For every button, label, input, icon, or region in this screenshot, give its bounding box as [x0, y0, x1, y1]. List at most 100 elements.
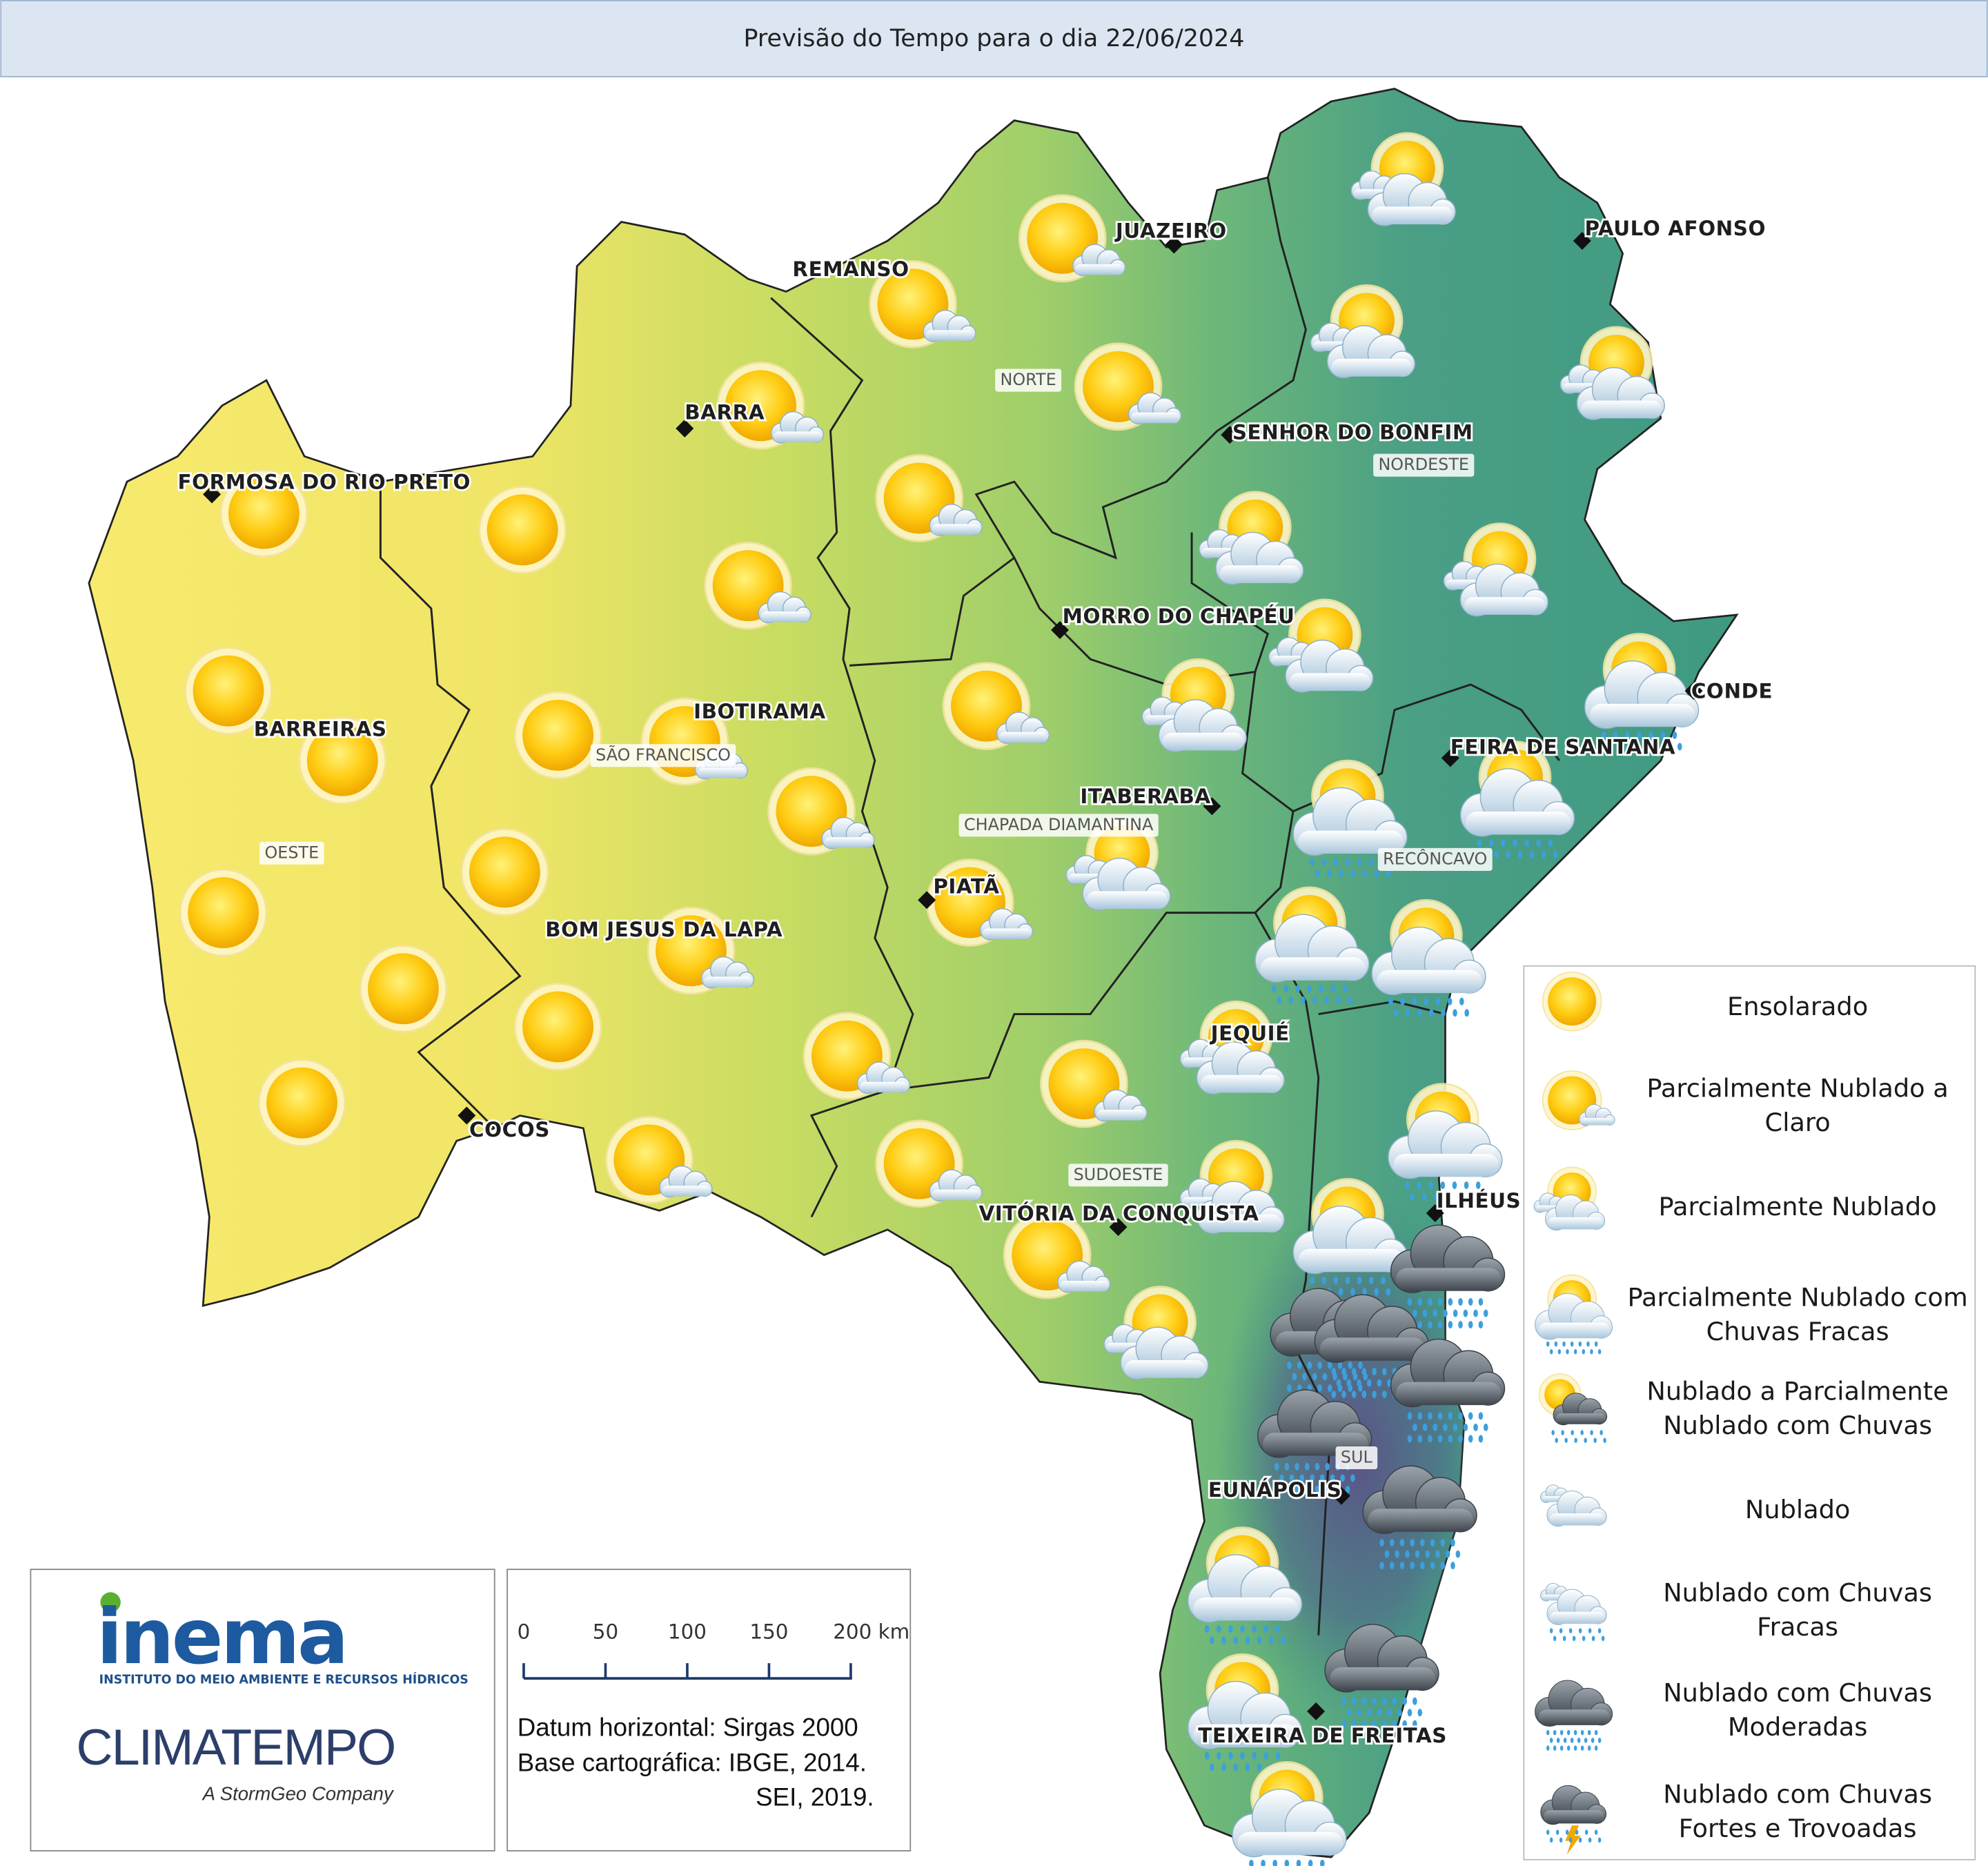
cloud	[1120, 1326, 1209, 1380]
weather-icon	[1540, 1785, 1607, 1855]
scale-label: 0	[518, 1620, 531, 1644]
rain-drop	[1424, 997, 1429, 1005]
rain-drop	[1588, 1628, 1592, 1633]
legend-label: Parcialmente Nublado	[1659, 1192, 1937, 1221]
rain-drop	[1417, 1435, 1423, 1443]
rain-drop	[1597, 1628, 1602, 1633]
weather-icon	[1003, 1210, 1111, 1299]
region-box	[259, 841, 324, 865]
cities: FORMOSA DO RIO PRETO BARRA REMANSO JUAZEIRO…	[176, 215, 1775, 1749]
cloud	[1371, 926, 1486, 996]
rain-drop	[1448, 1321, 1453, 1329]
rain-drop	[1257, 1763, 1262, 1771]
rain-drop	[1448, 1412, 1453, 1420]
rain-drop	[1574, 1437, 1577, 1443]
scale-label: 100	[668, 1620, 707, 1644]
weather-icon	[1324, 1624, 1439, 1728]
rain-drop	[1430, 1562, 1435, 1570]
region-label: OESTE	[264, 843, 319, 862]
sun	[306, 725, 378, 796]
city-label: COCOS	[469, 1118, 550, 1141]
climatempo-subtitle: A StormGeo Company	[201, 1782, 395, 1804]
rain-drop	[1228, 1751, 1233, 1760]
rain-drop	[1333, 858, 1339, 866]
rain-drop	[1372, 1391, 1377, 1399]
weather-icon	[1188, 1653, 1303, 1771]
rain-drop	[1341, 1391, 1346, 1399]
rain-drop	[1421, 1192, 1427, 1201]
rain-drop	[1580, 1745, 1584, 1751]
rain-drop	[1417, 1412, 1423, 1420]
legend-label: Moderadas	[1728, 1712, 1868, 1742]
rain-drop	[1440, 1181, 1446, 1190]
city-label: JEQUIÉ	[1210, 1021, 1290, 1045]
weather-icon	[1018, 194, 1126, 283]
legend-label: Fortes e Trovoadas	[1679, 1814, 1917, 1843]
rain-drop	[1413, 1309, 1417, 1317]
rain-drop	[1402, 1697, 1407, 1705]
rain-drop	[1548, 839, 1553, 847]
rain-drop	[1261, 1859, 1266, 1866]
rain-drop	[1350, 1474, 1355, 1482]
rain-drop	[1549, 1349, 1553, 1355]
rain-drop	[1331, 1391, 1337, 1399]
rain-drop	[1445, 1192, 1450, 1201]
rain-drop	[1590, 1430, 1593, 1435]
weather-icon	[1199, 491, 1304, 585]
cloud-base	[982, 928, 1032, 939]
rain-drop	[1546, 1829, 1550, 1835]
cloud-base	[925, 330, 974, 341]
cloud-base	[1200, 1074, 1282, 1093]
weather-icon	[1314, 1294, 1429, 1399]
rain-drop	[1578, 1628, 1582, 1633]
lightning	[1565, 1825, 1581, 1855]
rain-drop	[1281, 1636, 1286, 1644]
rain-drop	[1295, 1462, 1299, 1471]
rain-drop	[1420, 1562, 1425, 1570]
weather-icon	[803, 1012, 911, 1101]
rain-drop	[1387, 1709, 1392, 1717]
rain-drop	[1506, 850, 1510, 858]
weather-icon	[704, 541, 811, 630]
region-label: RECÔNCAVO	[1383, 847, 1487, 868]
cloud-base	[1393, 1153, 1499, 1177]
city-label: IBOTIRAMA	[693, 700, 826, 723]
rain-drop	[1240, 1624, 1245, 1633]
rain-drop	[1300, 996, 1306, 1004]
rain-drop	[1555, 1829, 1559, 1835]
cloud-base	[1543, 1810, 1604, 1824]
scale-frame	[506, 1569, 912, 1852]
weather-icon	[1268, 598, 1374, 693]
rain-drop	[1393, 1009, 1399, 1017]
sun	[522, 991, 594, 1063]
weather-icon	[513, 983, 602, 1071]
rain-drop	[1287, 1361, 1292, 1369]
cloud-base	[932, 1189, 981, 1201]
rain-drop	[1559, 1745, 1564, 1751]
rain-drop	[1551, 1430, 1555, 1435]
rain-drop	[1433, 1309, 1438, 1317]
rain-drop	[1594, 1745, 1598, 1751]
rain-drop	[1368, 1276, 1374, 1284]
rain-drop	[1553, 1745, 1557, 1751]
rain-drop	[1405, 1009, 1410, 1017]
rain-drop	[1468, 1435, 1473, 1443]
rain-drop	[1310, 1276, 1315, 1284]
rain-drop	[1568, 1837, 1573, 1843]
rain-drop	[1600, 1430, 1603, 1435]
rain-drop	[1468, 1412, 1473, 1420]
rain-drop	[1308, 1859, 1313, 1866]
inema-logo: inema	[97, 1593, 346, 1681]
rain-drop	[1326, 870, 1332, 878]
rain-drop	[1315, 1485, 1320, 1493]
rain-drop	[1494, 850, 1499, 858]
rain-drop	[1410, 1539, 1415, 1547]
rain-drop	[1297, 1361, 1302, 1369]
legend-label: Nublado com Chuvas	[1663, 1780, 1932, 1809]
city-label: TEIXEIRA DE FREITAS	[1198, 1724, 1447, 1747]
rain-drop	[1381, 1720, 1387, 1728]
rain-drop	[1488, 839, 1494, 847]
weather-icon	[478, 486, 567, 574]
rain-drop	[1252, 1624, 1257, 1633]
rain-drop	[1556, 1738, 1560, 1743]
